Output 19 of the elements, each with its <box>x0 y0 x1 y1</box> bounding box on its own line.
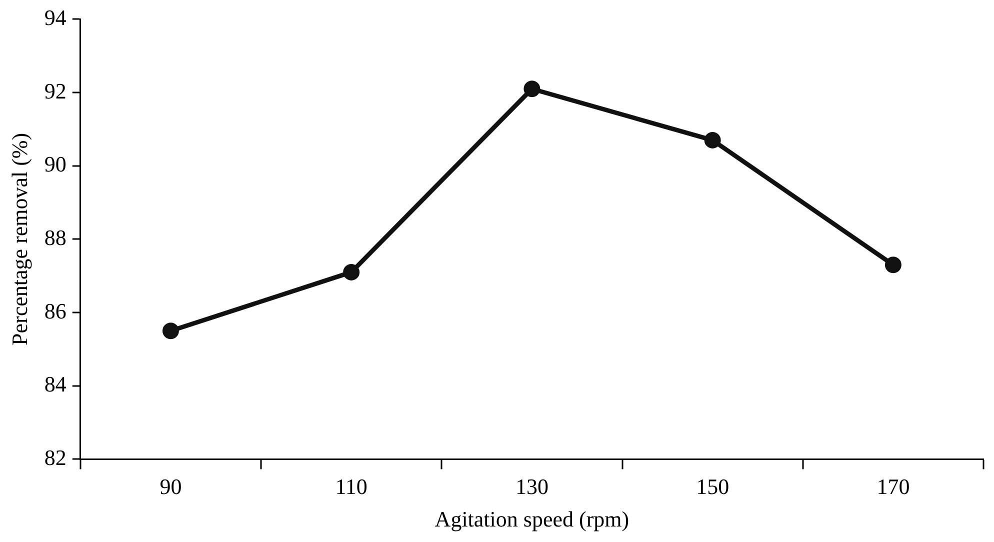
point <box>704 132 721 148</box>
point <box>884 256 902 274</box>
point <box>162 322 179 340</box>
y-tick-label: 86 <box>44 298 66 324</box>
x-tick-label: 130 <box>515 474 548 500</box>
y-tick-label: 94 <box>44 4 66 30</box>
point <box>524 80 540 98</box>
x-tick-label: 150 <box>696 474 730 500</box>
point <box>343 264 360 280</box>
x-tick-label: 90 <box>160 474 182 500</box>
y-tick-label: 92 <box>44 78 66 104</box>
x-axis-title: Agitation speed (rpm) <box>434 506 630 532</box>
y-tick-label: 88 <box>44 224 66 250</box>
y-axis-title: Percentage removal (%) <box>6 132 32 346</box>
x-tick-label: 110 <box>335 474 368 500</box>
y-tick-label: 82 <box>44 444 66 470</box>
y-tick-label: 84 <box>44 372 66 397</box>
x-tick-label: 170 <box>876 474 910 500</box>
y-tick-label: 90 <box>44 152 66 177</box>
